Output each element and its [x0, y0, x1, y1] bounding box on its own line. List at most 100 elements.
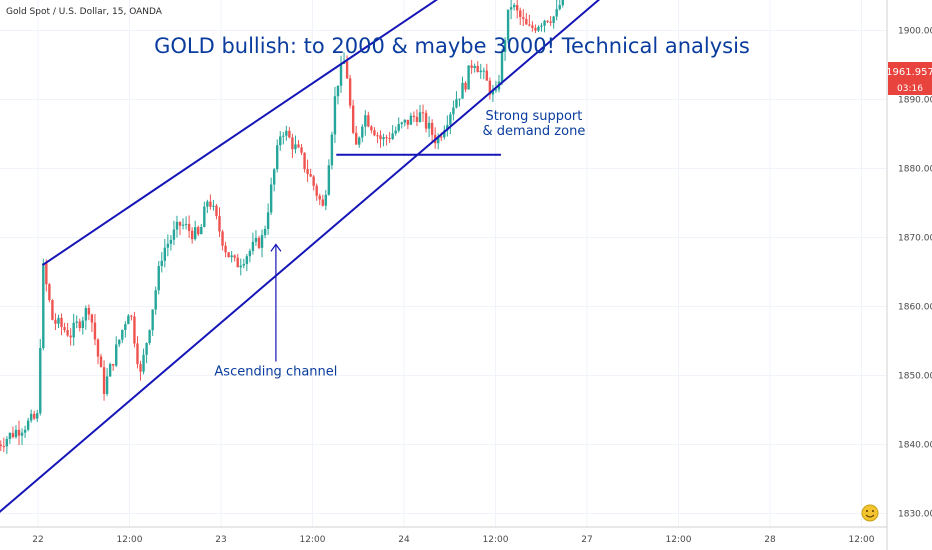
candle: [531, 25, 534, 28]
candle: [224, 245, 227, 253]
candle: [130, 315, 133, 317]
y-tick-label: 1830.000: [898, 510, 932, 520]
candle: [8, 432, 12, 439]
candle: [488, 80, 492, 95]
candle: [5, 438, 9, 447]
candle: [543, 20, 546, 26]
symbol-label[interactable]: Gold Spot / U.S. Dollar, 15, OANDA: [6, 7, 163, 17]
candle: [139, 364, 142, 372]
candle: [142, 354, 145, 372]
candle: [45, 263, 48, 285]
channel-upper-line: [42, 0, 439, 266]
candle: [345, 61, 349, 79]
candle: [409, 115, 413, 125]
candle: [391, 133, 394, 139]
candle: [385, 137, 388, 139]
candle: [443, 130, 446, 138]
candle: [485, 70, 489, 81]
candle: [294, 144, 297, 150]
candle: [206, 201, 209, 207]
candle: [57, 317, 60, 324]
candle: [394, 130, 397, 134]
candle: [102, 367, 106, 394]
y-tick-label: 1840.000: [898, 441, 932, 451]
candle: [446, 124, 449, 131]
candles: [0, 0, 564, 454]
candle: [415, 116, 419, 122]
candle: [455, 99, 458, 108]
candle: [464, 82, 467, 90]
candle: [78, 321, 81, 329]
y-tick-label: 1860.000: [898, 303, 932, 313]
chart-title: GOLD bullish: to 2000 & maybe 3000! Tech…: [154, 34, 750, 58]
candle: [2, 446, 6, 448]
candle: [309, 174, 312, 177]
candle: [509, 7, 513, 10]
candle: [400, 122, 403, 125]
candle: [75, 321, 78, 323]
candle: [115, 344, 118, 366]
x-tick-label: 24: [398, 535, 410, 545]
candle: [440, 136, 443, 138]
candle: [72, 322, 75, 338]
candle: [421, 112, 425, 114]
candle: [20, 432, 24, 436]
candle: [382, 137, 385, 140]
candle: [23, 429, 27, 433]
candle: [403, 119, 407, 123]
candle: [260, 235, 264, 248]
candle: [424, 112, 428, 129]
candle: [230, 255, 233, 258]
candle: [236, 257, 239, 268]
emoji-icon[interactable]: [861, 504, 879, 522]
candle: [39, 347, 42, 414]
candle: [221, 231, 224, 246]
candle: [364, 115, 367, 127]
candle: [178, 221, 182, 226]
y-tick-label: 1880.000: [898, 165, 932, 175]
candle: [148, 330, 151, 344]
candle: [272, 169, 276, 185]
candle: [111, 364, 115, 366]
candle: [324, 194, 328, 206]
candle: [476, 66, 479, 73]
candle: [512, 5, 516, 8]
y-tick-label: 1900.000: [898, 27, 932, 37]
time-axis[interactable]: 22 12:00 23 12:00 24 12:00 27 12:00 28 12:00: [32, 535, 874, 545]
candle: [17, 429, 21, 436]
ascending-channel-label: Ascending channel: [214, 365, 337, 380]
candle: [254, 237, 258, 242]
candle: [351, 105, 355, 133]
candle: [549, 21, 552, 23]
candle: [297, 144, 300, 148]
x-tick-label: 12:00: [849, 535, 875, 545]
candle: [470, 65, 473, 68]
candle: [66, 330, 69, 336]
candle: [51, 300, 54, 320]
candle: [516, 5, 519, 11]
candle: [373, 130, 376, 136]
price-badge: 1961.957 03:16: [886, 62, 932, 95]
candle: [482, 70, 485, 72]
y-tick-label: 1850.000: [898, 372, 932, 382]
price-axis[interactable]: 1830.000 1840.000 1850.000 1860.000 1870.000…: [898, 0, 932, 520]
candle: [154, 290, 157, 310]
y-tick-label: 1890.000: [898, 96, 932, 106]
candle: [54, 319, 57, 324]
candle: [327, 165, 331, 195]
x-tick-label: 23: [215, 535, 226, 545]
candle: [187, 223, 191, 231]
emoji-widget[interactable]: [861, 504, 879, 522]
candle: [418, 112, 422, 122]
emoji-eye-icon: [872, 510, 874, 512]
candle: [388, 138, 391, 140]
candle: [461, 82, 464, 99]
candle: [175, 221, 179, 230]
candle: [200, 226, 203, 235]
candle: [233, 255, 236, 258]
candle: [467, 65, 470, 90]
x-tick-label: 12:00: [666, 535, 692, 545]
candle: [145, 343, 148, 355]
x-tick-label: 28: [764, 535, 776, 545]
